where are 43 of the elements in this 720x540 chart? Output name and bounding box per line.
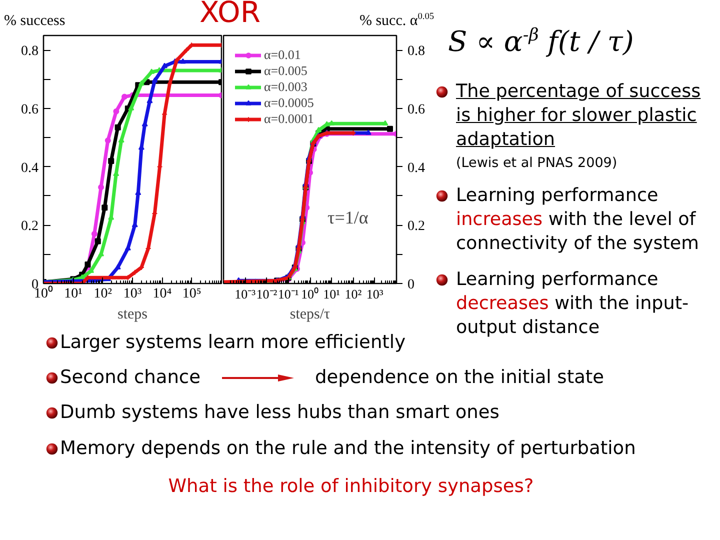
x-tick-label: 10² [344,286,362,302]
y-tick-label: 0.2 [21,219,38,234]
x-tick-label: 10⁻² [256,286,278,302]
legend-label: α=0.01 [264,47,301,63]
x-tick-label: 10² [94,286,112,302]
x-tick-label: 10⁵ [182,286,202,302]
y-tick-label: 0.6 [21,102,38,118]
text: (Lewis et al PNAS 2009) [456,154,618,173]
text: Memory depends on the rule and the intensity of perturbation [60,437,636,461]
x-tick-label: 10⁴ [152,286,172,302]
y-tick-label: 0.2 [408,219,425,234]
y-tick-label: 0.8 [408,44,425,60]
text: Learning performance increases with the level of connectivity of the system [456,184,700,256]
y-tick-label: 0.8 [21,44,38,60]
y-tick-label: 0.4 [21,160,38,176]
chart-title: XOR [198,0,262,30]
x-axis-title: steps/τ [290,306,330,322]
x-tick-label: 10¹ [323,286,340,302]
text: Learning performance decreases with the input-output distance [456,268,690,340]
x-tick-label: 10³ [366,286,384,302]
y-tick-label: 0 [408,278,414,292]
legend-label: α=0.003 [264,79,308,95]
legend-label: α=0.0001 [264,111,314,127]
text: The percentage of success is higher for slower plastic adaptation [456,81,701,150]
x-tick-label: 10⁰ [301,286,319,302]
x-tick-label: 10⁻³ [234,286,256,302]
text: What is the role of inhibitory synapses? [167,475,535,499]
legend-label: α=0.0005 [264,95,314,111]
y-tick-label: 0.6 [408,102,425,118]
text: Second chance [60,366,200,390]
x-tick-label: 10¹ [64,286,82,302]
text: Larger systems learn more efficiently [60,331,406,355]
annotation: τ=1/α [328,208,369,228]
y-axis-title: % success [4,12,66,31]
legend-label: α=0.005 [264,63,308,79]
x-tick-label: 10³ [123,286,142,302]
x-tick-label: 10⁻¹ [278,286,299,302]
text: S ∝ α$^{-β}$ f(t / τ) [448,24,634,60]
text: dependence on the initial state [315,366,604,390]
text: Dumb systems have less hubs than smart ones [60,401,500,425]
x-axis-title: steps [118,306,148,322]
y-tick-label: 0.4 [408,160,425,176]
y-axis-title: % succ. α$^{0.05}$ [359,11,434,31]
